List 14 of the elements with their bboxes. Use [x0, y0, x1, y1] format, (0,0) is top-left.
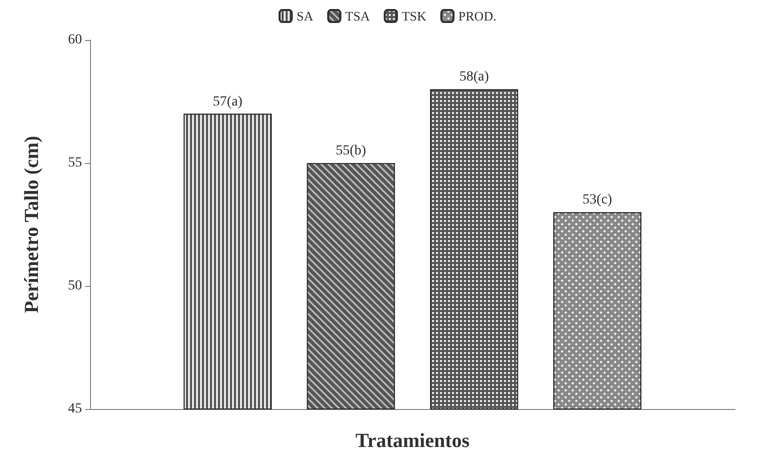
y-tick-label: 50	[68, 278, 82, 294]
y-tick-label: 55	[68, 156, 82, 170]
legend-label: TSA	[345, 8, 370, 24]
y-tick-label: 60	[68, 32, 82, 48]
legend-label: TSK	[402, 8, 428, 24]
data-label: 57(a)	[212, 94, 243, 110]
y-tick-label: 45	[68, 402, 82, 416]
y-axis-title: Perímetro Tallo (cm)	[21, 136, 43, 314]
data-label: 58(a)	[459, 70, 490, 85]
legend-label: PROD.	[458, 8, 496, 24]
data-label: 53(c)	[582, 192, 612, 208]
legend-label: SA	[296, 8, 314, 24]
x-axis-title: Tratamientos	[355, 430, 470, 452]
data-label: 55(b)	[336, 144, 366, 158]
